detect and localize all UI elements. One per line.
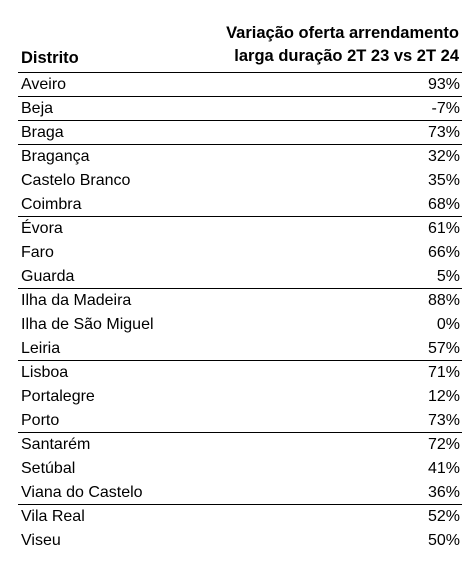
district-cell: Coimbra (21, 195, 82, 213)
value-cell: 12% (427, 388, 460, 405)
value-cell: 41% (427, 460, 460, 477)
value-cell: -7% (431, 99, 460, 117)
district-cell: Ilha de São Miguel (21, 316, 154, 333)
district-cell: Porto (21, 411, 60, 429)
table-row: Viseu 50% (18, 529, 462, 553)
value-cell: 50% (427, 532, 460, 549)
value-cell: 71% (427, 364, 460, 381)
column-header-variation: Variação oferta arrendamento larga duraç… (226, 22, 459, 68)
value-cell: 5% (436, 267, 460, 285)
value-cell: 36% (427, 483, 460, 501)
district-cell: Bragança (21, 148, 90, 165)
district-cell: Ilha da Madeira (21, 292, 132, 309)
table-row: Porto 73% (18, 409, 462, 433)
value-cell: 52% (427, 508, 460, 525)
district-cell: Guarda (21, 267, 75, 285)
table-header: Distrito Variação oferta arrendamento la… (18, 20, 462, 73)
table-row: Coimbra 68% (18, 193, 462, 217)
table-row: Portalegre 12% (18, 385, 462, 409)
table-row: Guarda 5% (18, 265, 462, 289)
value-cell: 88% (427, 292, 460, 309)
district-cell: Viana do Castelo (21, 483, 143, 501)
district-cell: Leiria (21, 339, 61, 357)
district-cell: Setúbal (21, 460, 76, 477)
district-cell: Portalegre (21, 388, 95, 405)
table-row: Viana do Castelo 36% (18, 481, 462, 505)
value-cell: 0% (436, 316, 460, 333)
district-cell: Santarém (21, 436, 91, 453)
value-cell: 61% (427, 220, 460, 237)
district-cell: Vila Real (21, 508, 85, 525)
table-row: Aveiro 93% (18, 73, 462, 97)
value-cell: 73% (427, 123, 460, 141)
table-row: Braga 73% (18, 121, 462, 145)
table-row: Bragança 32% (18, 145, 462, 169)
district-cell: Lisboa (21, 364, 69, 381)
district-cell: Aveiro (21, 75, 67, 93)
value-cell: 66% (427, 244, 460, 261)
table-row: Faro 66% (18, 241, 462, 265)
district-cell: Braga (21, 123, 64, 141)
table-row: Lisboa 71% (18, 361, 462, 385)
table-row: Santarém 72% (18, 433, 462, 457)
rental-variation-table: Distrito Variação oferta arrendamento la… (18, 20, 462, 553)
value-cell: 57% (427, 339, 460, 357)
column-header-variation-line2: larga duração 2T 23 vs 2T 24 (234, 47, 459, 65)
district-cell: Beja (21, 99, 54, 117)
district-cell: Faro (21, 244, 54, 261)
column-header-variation-line1: Variação oferta arrendamento (226, 24, 459, 42)
value-cell: 72% (427, 436, 460, 453)
value-cell: 93% (427, 75, 460, 93)
table-row: Leiria 57% (18, 337, 462, 361)
value-cell: 68% (427, 195, 460, 213)
table-row: Setúbal 41% (18, 457, 462, 481)
table-row: Ilha da Madeira 88% (18, 289, 462, 313)
table-row: Évora 61% (18, 217, 462, 241)
value-cell: 35% (427, 172, 460, 189)
column-header-district: Distrito (21, 49, 79, 67)
district-cell: Castelo Branco (21, 172, 131, 189)
value-cell: 73% (427, 411, 460, 429)
value-cell: 32% (427, 148, 460, 165)
table-row: Vila Real 52% (18, 505, 462, 529)
district-cell: Évora (21, 220, 63, 237)
table-row: Castelo Branco 35% (18, 169, 462, 193)
district-cell: Viseu (21, 532, 61, 549)
table-row: Ilha de São Miguel 0% (18, 313, 462, 337)
table-row: Beja -7% (18, 97, 462, 121)
